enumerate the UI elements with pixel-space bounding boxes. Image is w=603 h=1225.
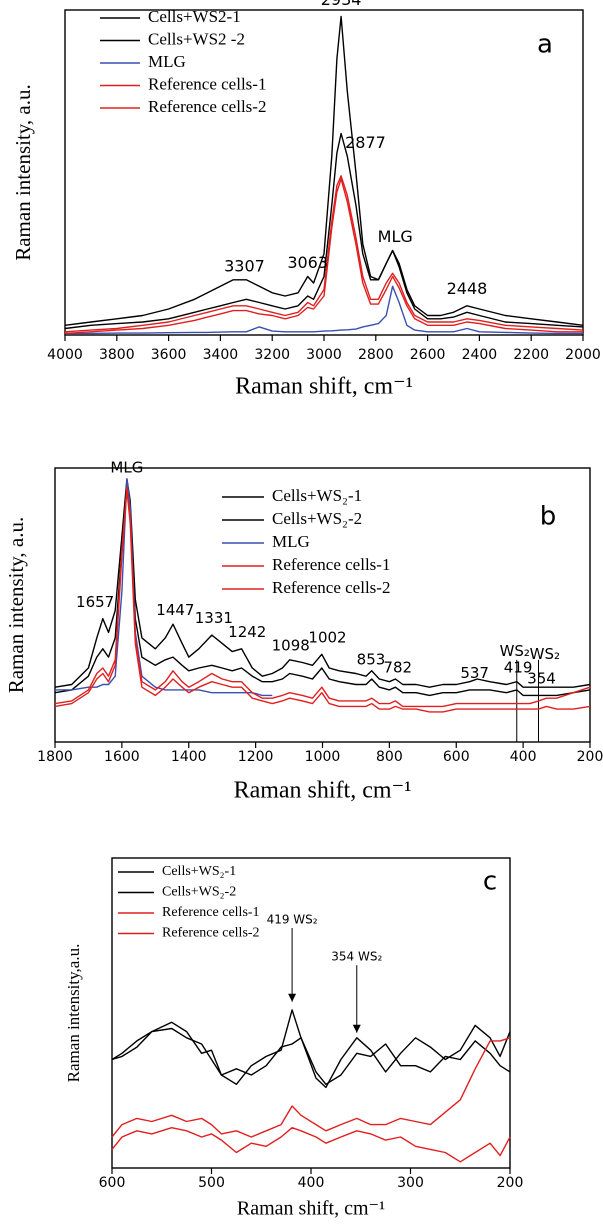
legend-label: Reference cells-1	[148, 74, 266, 93]
legend-label: Cells+WS2 -2	[148, 29, 245, 48]
legend-label: MLG	[148, 52, 186, 71]
x-tick-label: 3200	[254, 347, 290, 363]
peak-label: 537	[460, 664, 489, 682]
x-tick-label: 3400	[203, 347, 239, 363]
x-tick-label: 2600	[410, 347, 446, 363]
x-tick-label: 600	[443, 749, 470, 765]
legend-label: Cells+WS2-1	[148, 7, 241, 26]
x-tick-label: 200	[577, 749, 603, 765]
x-tick-label: 3600	[151, 347, 187, 363]
arrow-head	[288, 993, 297, 1002]
y-axis-title: Raman intensity,a.u.	[64, 944, 83, 1083]
peak-label: 1331	[195, 609, 233, 627]
x-tick-label: 300	[397, 1175, 424, 1191]
spectrum-line	[54, 489, 591, 713]
peak-label: 354	[527, 669, 556, 687]
spectrum-line	[111, 1009, 511, 1089]
peak-label: 2877	[345, 133, 386, 152]
peak-label: 419 WS₂	[267, 913, 318, 927]
x-axis-title: Raman shift, cm⁻¹	[235, 374, 413, 400]
peak-label: 1657	[76, 593, 114, 611]
peak-label: 2934	[321, 0, 362, 9]
legend-label: Reference cells-1	[272, 555, 390, 574]
x-tick-label: 3800	[99, 347, 135, 363]
peak-label: 3307	[224, 256, 265, 275]
x-tick-label: 400	[298, 1175, 325, 1191]
legend-label: MLG	[272, 532, 310, 551]
peak-label: 1002	[308, 628, 346, 646]
legend-label: Reference cells-1	[162, 905, 260, 920]
x-axis-title: Raman shift, cm⁻¹	[234, 778, 412, 804]
peak-label: MLG	[378, 227, 413, 246]
peak-label: 1098	[272, 637, 310, 655]
peak-label: MLG	[110, 459, 143, 477]
legend-label: Cells+WS₂-2	[272, 509, 362, 528]
panel-label: b	[540, 502, 557, 532]
x-tick-label: 800	[376, 749, 403, 765]
y-axis-title: Raman intensity, a.u.	[4, 517, 28, 694]
legend-label: Cells+WS₂-1	[272, 486, 362, 505]
x-tick-label: 1000	[305, 749, 341, 765]
spectrum-line	[111, 1037, 511, 1138]
x-tick-label: 1400	[171, 749, 207, 765]
spectrum-line	[111, 1127, 511, 1163]
panel-label: c	[483, 867, 497, 897]
peak-label: 2448	[447, 279, 488, 298]
spectrum-line	[55, 478, 273, 697]
peak-label: 853	[357, 650, 386, 668]
x-tick-label: 2400	[462, 347, 498, 363]
y-axis-title: Raman intensity, a.u.	[11, 84, 35, 261]
spectrum-line	[64, 175, 584, 333]
spectrum-line	[64, 15, 584, 326]
x-tick-label: 200	[497, 1175, 524, 1191]
spectrum-line	[65, 285, 583, 335]
x-axis-title: Raman shift, cm⁻¹	[237, 1198, 385, 1220]
x-tick-label: 3000	[306, 347, 342, 363]
legend-label: Cells+WS₂-2	[162, 885, 236, 900]
spectrum-line	[111, 1027, 511, 1085]
x-tick-label: 4000	[47, 347, 83, 363]
spectrum-line	[64, 178, 583, 335]
x-tick-label: 600	[99, 1175, 126, 1191]
peak-label: 419	[504, 659, 533, 677]
panel-label: a	[537, 30, 553, 60]
x-tick-label: 2000	[565, 347, 601, 363]
legend-label: Reference cells-2	[162, 926, 260, 941]
legend-label: Reference cells-2	[148, 97, 266, 116]
peak-label: WS₂	[530, 645, 560, 663]
peak-label: WS₂	[500, 642, 530, 660]
peak-label: 782	[383, 659, 412, 677]
x-tick-label: 2200	[513, 347, 549, 363]
x-tick-label: 1200	[238, 749, 274, 765]
x-tick-label: 1600	[104, 749, 140, 765]
legend-label: Reference cells-2	[272, 578, 390, 597]
x-tick-label: 1800	[37, 749, 73, 765]
x-tick-label: 2800	[358, 347, 394, 363]
peak-label: 1242	[228, 623, 266, 641]
x-tick-label: 500	[198, 1175, 225, 1191]
x-tick-label: 400	[510, 749, 537, 765]
peak-label: 1447	[156, 601, 194, 619]
legend-label: Cells+WS₂-1	[162, 864, 236, 879]
arrow-head	[352, 1024, 361, 1033]
peak-label: 3063	[287, 253, 328, 272]
peak-label: 354 WS₂	[331, 950, 382, 964]
spectrum-line	[64, 132, 584, 330]
